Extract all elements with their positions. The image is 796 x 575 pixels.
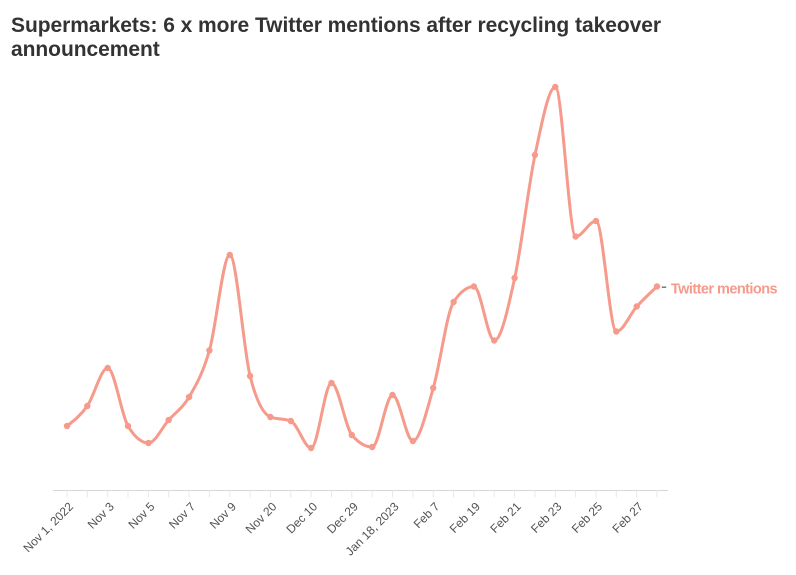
- svg-text:Feb 27: Feb 27: [610, 499, 647, 536]
- svg-text:Feb 19: Feb 19: [447, 499, 484, 536]
- svg-text:Feb 21: Feb 21: [487, 499, 524, 536]
- svg-text:Nov 5: Nov 5: [125, 499, 157, 531]
- svg-text:Feb 23: Feb 23: [528, 499, 565, 536]
- svg-text:Nov 9: Nov 9: [207, 499, 239, 531]
- svg-text:Dec 29: Dec 29: [324, 499, 361, 536]
- svg-text:Nov 3: Nov 3: [85, 499, 117, 531]
- svg-text:Nov 7: Nov 7: [166, 499, 198, 531]
- svg-text:Nov 20: Nov 20: [243, 499, 280, 536]
- svg-text:Twitter mentions: Twitter mentions: [671, 282, 778, 298]
- svg-text:Feb 7: Feb 7: [411, 499, 443, 531]
- svg-text:Nov 1, 2022: Nov 1, 2022: [20, 499, 76, 555]
- svg-text:Dec 10: Dec 10: [283, 499, 320, 536]
- svg-text:Feb 25: Feb 25: [569, 499, 606, 536]
